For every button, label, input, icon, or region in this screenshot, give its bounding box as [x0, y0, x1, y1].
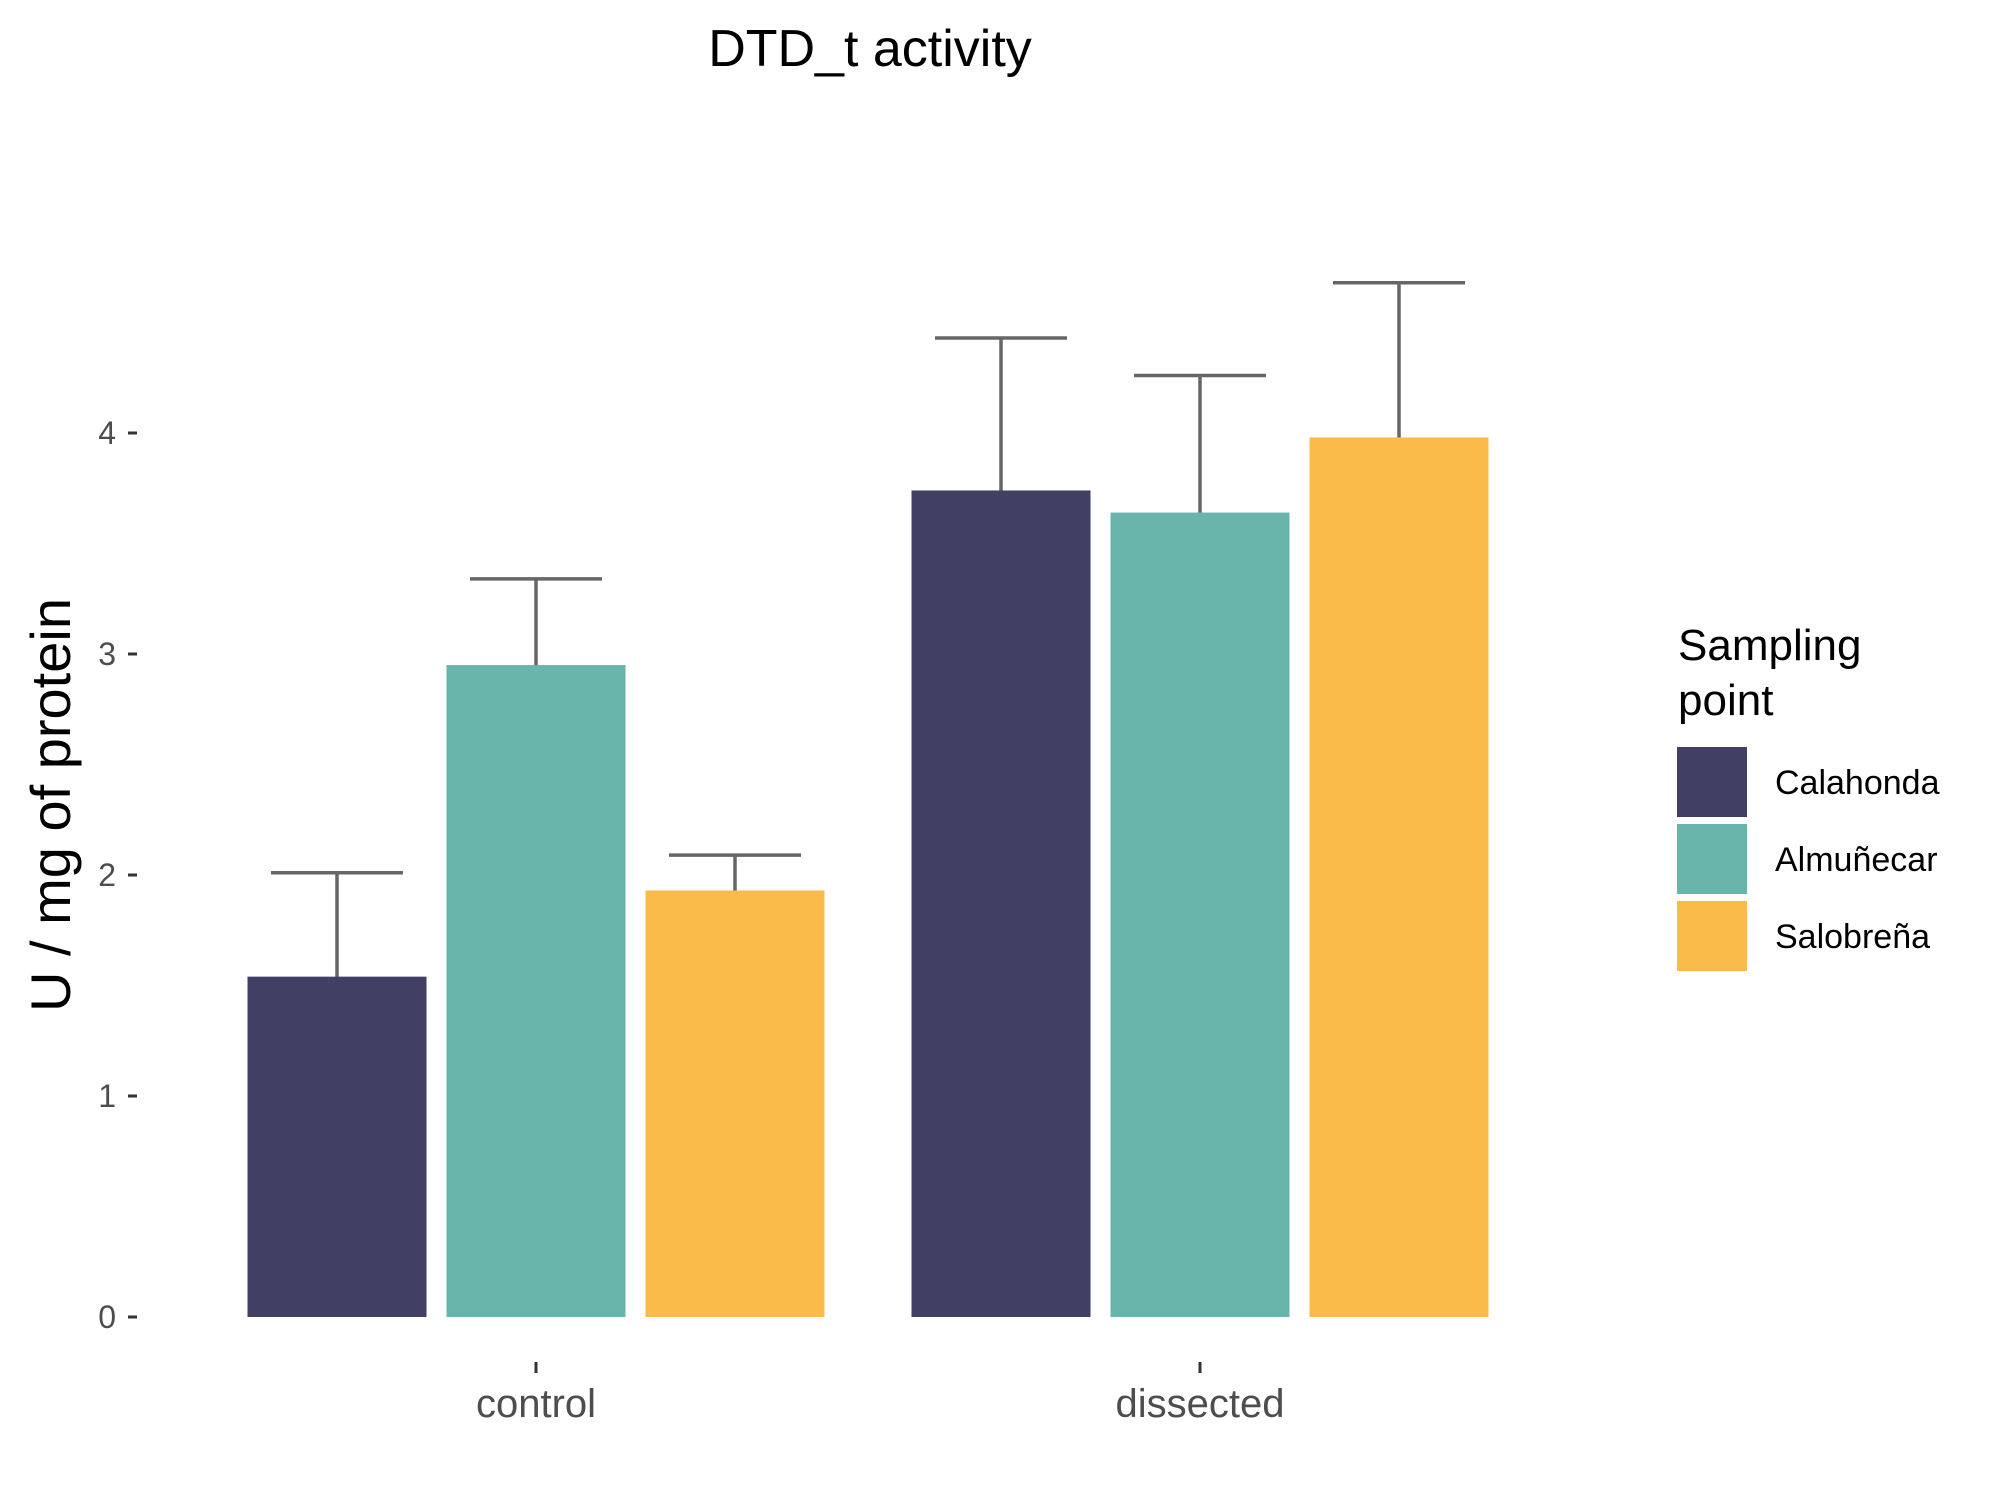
bar-salobrena-control [645, 890, 825, 1317]
legend-swatch [1675, 822, 1749, 896]
bars-group [247, 437, 1489, 1318]
bar-almunecar-control [446, 665, 626, 1317]
y-tick-label: 4 [98, 415, 116, 451]
x-axis: control dissected [476, 1362, 1285, 1426]
legend-swatch [1675, 899, 1749, 973]
y-tick-label: 3 [98, 636, 116, 672]
x-tick-label: dissected [1116, 1382, 1285, 1426]
x-tick-label: control [476, 1382, 596, 1426]
bar-calahonda-control [247, 976, 427, 1317]
chart-title: DTD_t activity [708, 20, 1032, 78]
legend: Sampling point Calahonda Almuñecar Salobre… [1675, 621, 1940, 973]
y-tick-label: 2 [98, 857, 116, 893]
y-axis: 0 1 2 3 4 [98, 415, 137, 1335]
bar-salobrena-dissected [1309, 437, 1489, 1317]
y-axis-label: U / mg of protein [19, 598, 82, 1012]
legend-label: Salobreña [1775, 918, 1930, 956]
legend-swatch [1675, 745, 1749, 819]
legend-label: Almuñecar [1775, 841, 1938, 879]
bar-calahonda-dissected [911, 490, 1091, 1318]
y-tick-label: 1 [98, 1078, 116, 1114]
legend-label: Calahonda [1775, 764, 1940, 802]
y-tick-label: 0 [98, 1299, 116, 1335]
legend-title-line-2: point [1678, 676, 1773, 725]
bar-almunecar-dissected [1110, 512, 1290, 1317]
legend-title-line-1: Sampling [1678, 621, 1861, 670]
